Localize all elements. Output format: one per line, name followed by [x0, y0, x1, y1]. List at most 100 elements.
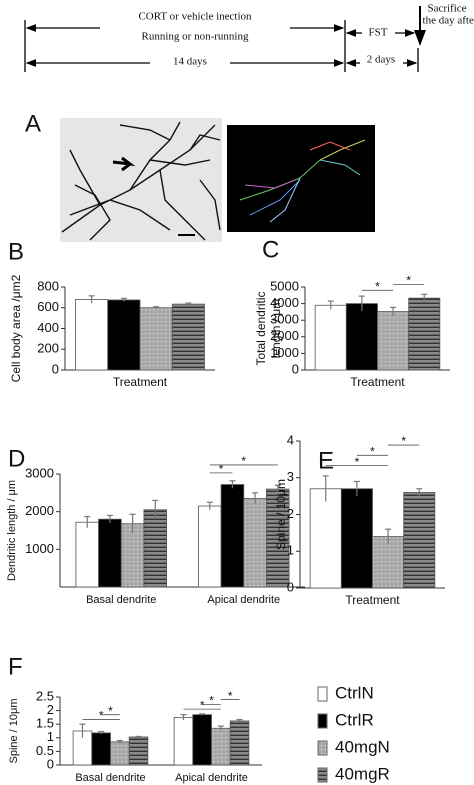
bar	[171, 303, 205, 371]
bar	[98, 518, 122, 588]
bar	[229, 720, 250, 766]
bar	[403, 492, 436, 589]
y-tick-label: 800	[37, 278, 59, 293]
timeline-text: the day after	[423, 15, 474, 27]
significance-label: *	[355, 455, 360, 469]
significance-label: *	[219, 462, 224, 476]
panel-label: E	[318, 447, 334, 474]
x-tick-label: Basal dendrite	[86, 594, 156, 606]
panel-label: F	[8, 653, 23, 680]
y-axis-label: Spine / 10μm	[274, 479, 288, 550]
y-tick-label: 3000	[25, 465, 54, 480]
y-tick-label: 3000	[270, 312, 299, 327]
y-tick-label: 600	[37, 299, 59, 314]
y-tick-label: 5000	[270, 278, 299, 293]
tracing-bg	[227, 125, 375, 232]
bar	[173, 717, 194, 766]
significance-label: *	[375, 279, 380, 293]
y-tick-label: 0.5	[36, 743, 54, 758]
bar	[377, 311, 410, 371]
bar	[198, 505, 222, 588]
legend-swatch	[317, 713, 328, 729]
timeline-text: Sacrifice	[427, 3, 466, 15]
x-tick-label: Treatment	[113, 375, 168, 389]
bar	[309, 488, 342, 589]
bar	[75, 299, 109, 371]
bar	[143, 509, 167, 588]
y-tick-label: 1000	[25, 541, 54, 556]
y-tick-label: 0	[287, 579, 294, 594]
bar	[372, 536, 405, 589]
y-tick-label: 4	[287, 432, 294, 447]
y-tick-label: 0	[47, 756, 54, 771]
x-tick-label: Basal dendrite	[75, 772, 145, 784]
timeline-text: Running or non-running	[142, 31, 249, 43]
bar	[110, 741, 130, 766]
bar	[211, 727, 231, 766]
legend-swatch	[317, 767, 328, 783]
bar	[314, 304, 347, 371]
timeline-text: CORT or vehicle inection	[138, 11, 252, 23]
significance-label: *	[241, 454, 246, 468]
bar	[139, 307, 173, 371]
x-tick-label: Treatment	[345, 593, 400, 607]
significance-label: *	[99, 709, 104, 723]
bar	[192, 714, 212, 766]
y-tick-label: 400	[37, 320, 59, 335]
legend-label: 40mgR	[335, 764, 390, 783]
significance-label: *	[108, 704, 113, 718]
bar	[340, 488, 373, 589]
panel-label: D	[8, 445, 25, 472]
x-tick-label: Treatment	[350, 375, 405, 389]
y-tick-label: 0	[292, 361, 299, 376]
bar	[91, 732, 111, 766]
bar	[120, 523, 145, 588]
legend-label: CtrlR	[335, 710, 374, 729]
y-tick-label: 1000	[270, 345, 299, 360]
y-tick-label: 2000	[270, 328, 299, 343]
panel-label: C	[262, 236, 279, 263]
panel-label: A	[25, 110, 41, 137]
significance-label: *	[209, 694, 214, 708]
legend-swatch	[317, 740, 328, 756]
significance-label: *	[406, 274, 411, 288]
y-tick-label: 1	[287, 543, 294, 558]
y-tick-label: 2000	[25, 503, 54, 518]
y-tick-label: 2	[287, 506, 294, 521]
y-tick-label: 0	[52, 361, 59, 376]
bar	[243, 498, 267, 588]
timeline-text: 2 days	[367, 54, 395, 66]
panel-label: B	[8, 238, 24, 265]
y-axis-label: Spine / 10μm	[8, 698, 20, 763]
significance-label: *	[401, 434, 406, 448]
tracing	[227, 125, 375, 232]
bar	[107, 299, 141, 371]
y-tick-label: 200	[37, 341, 59, 356]
y-tick-label: 3	[287, 469, 294, 484]
legend-label: CtrlN	[335, 683, 374, 702]
y-tick-label: 2	[47, 702, 54, 717]
micrograph	[60, 118, 222, 242]
y-tick-label: 2.5	[36, 688, 54, 703]
legend-label: 40mgN	[335, 737, 390, 756]
y-axis-label: Cell body area /μm2	[9, 274, 23, 382]
significance-label: *	[228, 689, 233, 703]
x-tick-label: Apical dendrite	[207, 594, 280, 606]
y-axis-label: length / μm	[269, 299, 283, 359]
timeline-text: 14 days	[173, 56, 207, 68]
y-axis-label: Total dendritic	[254, 291, 268, 365]
significance-label: *	[200, 698, 205, 712]
y-tick-label: 1.5	[36, 716, 54, 731]
y-axis-label: Dendritic length / μm	[6, 480, 18, 581]
bar	[345, 303, 378, 371]
x-tick-label: Apical dendrite	[175, 772, 248, 784]
legend-swatch	[317, 686, 328, 702]
bar	[75, 521, 99, 588]
timeline-text: FST	[369, 27, 388, 39]
y-tick-label: 1	[47, 729, 54, 744]
timeline	[24, 6, 426, 72]
bar	[128, 736, 149, 766]
micrograph-bg	[60, 118, 222, 242]
